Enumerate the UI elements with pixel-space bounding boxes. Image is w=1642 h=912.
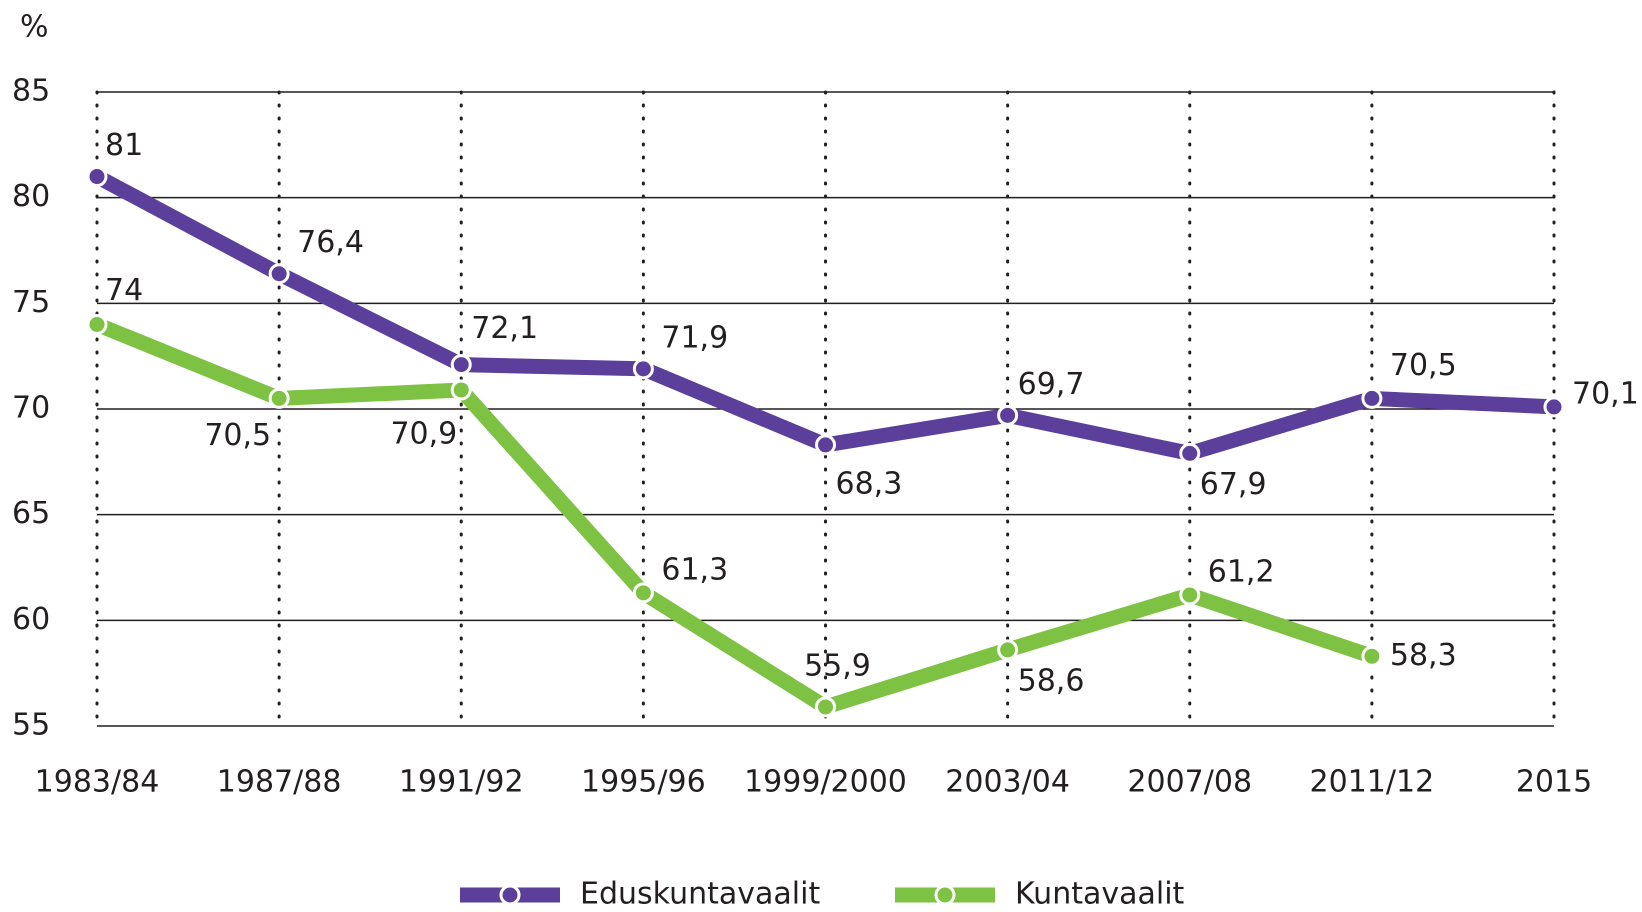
point (632, 358, 654, 380)
legend-dot (934, 884, 956, 906)
legend-label: Kuntavaalit (1015, 877, 1185, 912)
data-label: 58,3 (1390, 638, 1457, 673)
point (1543, 396, 1565, 418)
x-tick-label: 2011/12 (1310, 765, 1435, 800)
y-tick-label: 60 (12, 602, 50, 637)
data-label: 61,2 (1208, 554, 1275, 589)
data-label: 76,4 (297, 225, 364, 260)
point (450, 379, 472, 401)
y-axis-label: % (20, 10, 49, 45)
point (86, 166, 108, 188)
legend-dot (499, 884, 521, 906)
point (86, 313, 108, 335)
series-line (94, 317, 1375, 715)
x-tick-label: 2015 (1516, 765, 1592, 800)
data-label: 70,9 (390, 416, 457, 451)
y-tick-label: 75 (12, 285, 50, 320)
data-label: 70,5 (1390, 348, 1457, 383)
y-tick-label: 55 (12, 708, 50, 743)
point (1361, 387, 1383, 409)
x-tick-label: 1987/88 (217, 765, 342, 800)
data-label: 68,3 (836, 466, 903, 501)
data-label: 72,1 (471, 311, 538, 346)
point (997, 639, 1019, 661)
data-label: 69,7 (1018, 367, 1085, 402)
point (997, 404, 1019, 426)
legend-label: Eduskuntavaalit (580, 877, 820, 912)
point (268, 263, 290, 285)
x-tick-label: 2007/08 (1127, 765, 1252, 800)
y-tick-label: 70 (12, 391, 50, 426)
x-tick-label: 1995/96 (581, 765, 706, 800)
point (1179, 442, 1201, 464)
data-label: 55,9 (804, 648, 871, 683)
x-tick-label: 1991/92 (399, 765, 524, 800)
data-label: 58,6 (1018, 663, 1085, 698)
data-label: 71,9 (661, 320, 728, 355)
x-tick-label: 1999/2000 (744, 765, 907, 800)
data-label: 74 (105, 273, 143, 308)
data-label: 81 (105, 128, 143, 163)
point (632, 582, 654, 604)
x-tick-label: 1983/84 (35, 765, 160, 800)
data-label: 70,5 (204, 418, 271, 453)
data-label: 70,1 (1572, 376, 1639, 411)
y-tick-label: 85 (12, 74, 50, 109)
point (1361, 645, 1383, 667)
point (268, 387, 290, 409)
x-tick-label: 2003/04 (945, 765, 1070, 800)
y-tick-label: 65 (12, 496, 50, 531)
data-label: 61,3 (661, 552, 728, 587)
y-tick-label: 80 (12, 179, 50, 214)
point (1179, 584, 1201, 606)
point (450, 354, 472, 376)
point (815, 434, 836, 456)
point (815, 696, 836, 718)
data-label: 67,9 (1200, 467, 1267, 502)
